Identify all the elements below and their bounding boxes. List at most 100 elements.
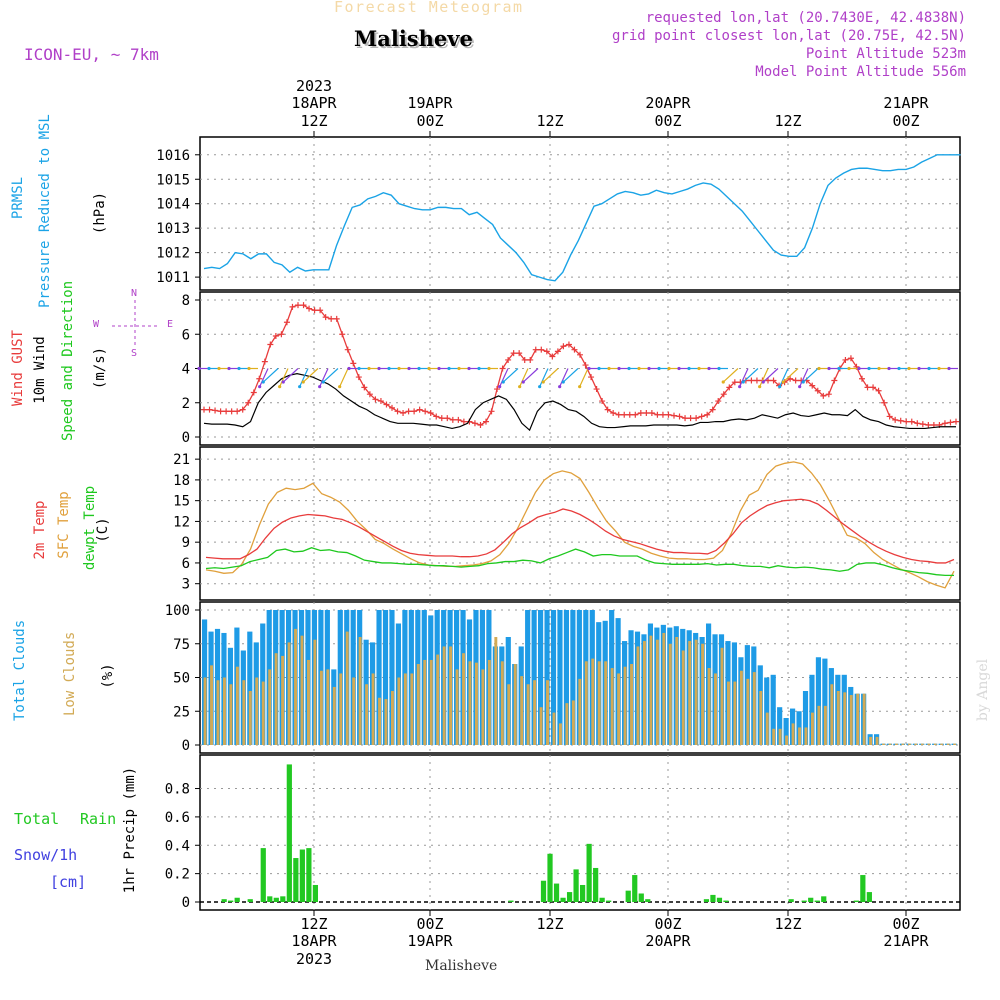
wind-gust-marker — [892, 416, 899, 423]
clouds-panel-ytick-label: 25 — [173, 704, 190, 720]
rain-bar — [723, 900, 729, 902]
wind-arrow-head — [947, 366, 951, 371]
total-cloud-bar — [777, 707, 783, 745]
wind-gust-marker — [521, 356, 528, 363]
low-cloud-bar — [927, 743, 931, 745]
wind-gust-marker — [565, 341, 572, 348]
wind-arrow-head — [338, 385, 342, 389]
low-cloud-bar — [281, 655, 285, 745]
total-cloud-bar — [376, 610, 382, 745]
wind-gust-marker — [886, 413, 893, 420]
total-cloud-bar — [389, 610, 395, 745]
low-cloud-bar — [843, 692, 847, 745]
top-date-label: 20APR — [645, 94, 691, 112]
wind-gust-marker — [383, 401, 390, 408]
wind-arrow-head — [741, 380, 745, 384]
low-cloud-bar — [791, 723, 795, 745]
rain-bar — [540, 880, 547, 902]
rain-bar — [312, 884, 319, 902]
wind-arrow-head — [587, 366, 591, 371]
wind-gust-marker — [919, 421, 926, 428]
low-cloud-bar — [248, 691, 252, 745]
snow-unit-label: [cm] — [50, 873, 87, 891]
wind-arrow-head — [518, 385, 522, 389]
wind-gust-marker — [560, 343, 567, 350]
wind-gust-marker — [239, 406, 246, 413]
low-cloud-bar — [933, 743, 937, 745]
wind-gust-marker — [427, 410, 434, 417]
wind-arrow-head — [677, 366, 681, 371]
wind-gust-marker — [814, 387, 821, 394]
wind-gust-marker — [549, 353, 556, 360]
wind-gust-marker — [599, 398, 606, 405]
wind-arrow-head — [627, 366, 631, 371]
low-cloud-bar — [817, 705, 821, 745]
low-cloud-bar — [455, 669, 459, 745]
low-cloud-bar — [655, 639, 659, 745]
low-cloud-bar — [294, 628, 297, 745]
low-cloud-bar — [378, 697, 381, 745]
low-cloud-bar — [429, 659, 433, 745]
low-cloud-bar — [339, 673, 343, 745]
wind-gust-marker — [532, 346, 539, 353]
wind-gust-marker — [444, 415, 451, 422]
wind-arrow-head — [521, 380, 525, 384]
low-cloud-bar — [811, 712, 814, 745]
model-altitude: Model Point Altitude 556m — [755, 64, 966, 80]
wind-direction-arrow — [762, 368, 779, 383]
wind-gust-marker — [377, 398, 384, 405]
total-cloud-bar — [382, 610, 389, 745]
temp-dewpt-line — [205, 547, 954, 577]
wind-gust-line — [204, 304, 957, 426]
top-hour-label: 12Z — [774, 112, 801, 130]
wind-arrow-head — [667, 366, 671, 371]
wind-arrow-head — [477, 366, 481, 371]
top-hour-label: 00Z — [892, 112, 919, 130]
wind-gust-marker — [267, 341, 274, 348]
wind-gust-marker — [870, 384, 877, 391]
wind-gust-marker — [289, 303, 296, 310]
wind-gust-marker — [665, 411, 672, 418]
wind-arrow-head — [798, 385, 802, 389]
wind-arrow-head — [247, 366, 251, 371]
wind-direction-arrow — [779, 368, 789, 387]
rain-bar — [280, 896, 286, 902]
wind-arrow-head — [897, 366, 901, 371]
rain-bar — [821, 896, 827, 902]
compass-s: S — [131, 348, 138, 359]
total-cloud-bar — [557, 610, 563, 745]
wind-gust-marker — [953, 418, 959, 425]
wind-gust-marker — [682, 415, 689, 422]
wind-gust-marker — [344, 346, 351, 353]
low-cloud-bar — [953, 743, 957, 745]
wind-gust-marker — [604, 406, 611, 413]
wind-gust-marker — [339, 331, 346, 338]
wind-arrow-head — [738, 385, 742, 389]
wind-gust-marker — [897, 417, 904, 424]
wind-direction-arrow — [742, 368, 759, 383]
low-cloud-bar — [319, 670, 323, 745]
rain-bar — [599, 897, 605, 902]
low-cloud-bar — [914, 743, 918, 745]
pressure-panel-ytick-label: 1011 — [156, 270, 190, 286]
wind-gust-marker — [881, 399, 888, 406]
wind-gust-marker — [488, 408, 495, 415]
low-cloud-bar — [391, 691, 394, 745]
low-cloud-bar — [533, 680, 537, 745]
wind-gust-marker — [217, 408, 224, 415]
wind-gust-marker — [283, 319, 290, 326]
low-cloud-bar — [862, 693, 866, 745]
low-cloud-bar — [332, 686, 336, 745]
rain-bar — [580, 884, 586, 902]
precip-panel-ytick-label: 0.4 — [165, 838, 190, 854]
wind-gust-marker — [742, 377, 749, 384]
low-cloud-bar — [610, 668, 614, 745]
wind-arrow-head — [657, 366, 661, 371]
wind-panel-ytick-label: 6 — [182, 327, 190, 343]
low-cloud-bar — [300, 635, 304, 745]
wind-arrow-head — [217, 366, 221, 371]
temp-panel-ytick-label: 3 — [182, 577, 190, 593]
wind-arrow-head — [867, 366, 871, 371]
wind-direction-arrow — [319, 368, 329, 387]
wind-direction-arrow — [519, 368, 529, 387]
